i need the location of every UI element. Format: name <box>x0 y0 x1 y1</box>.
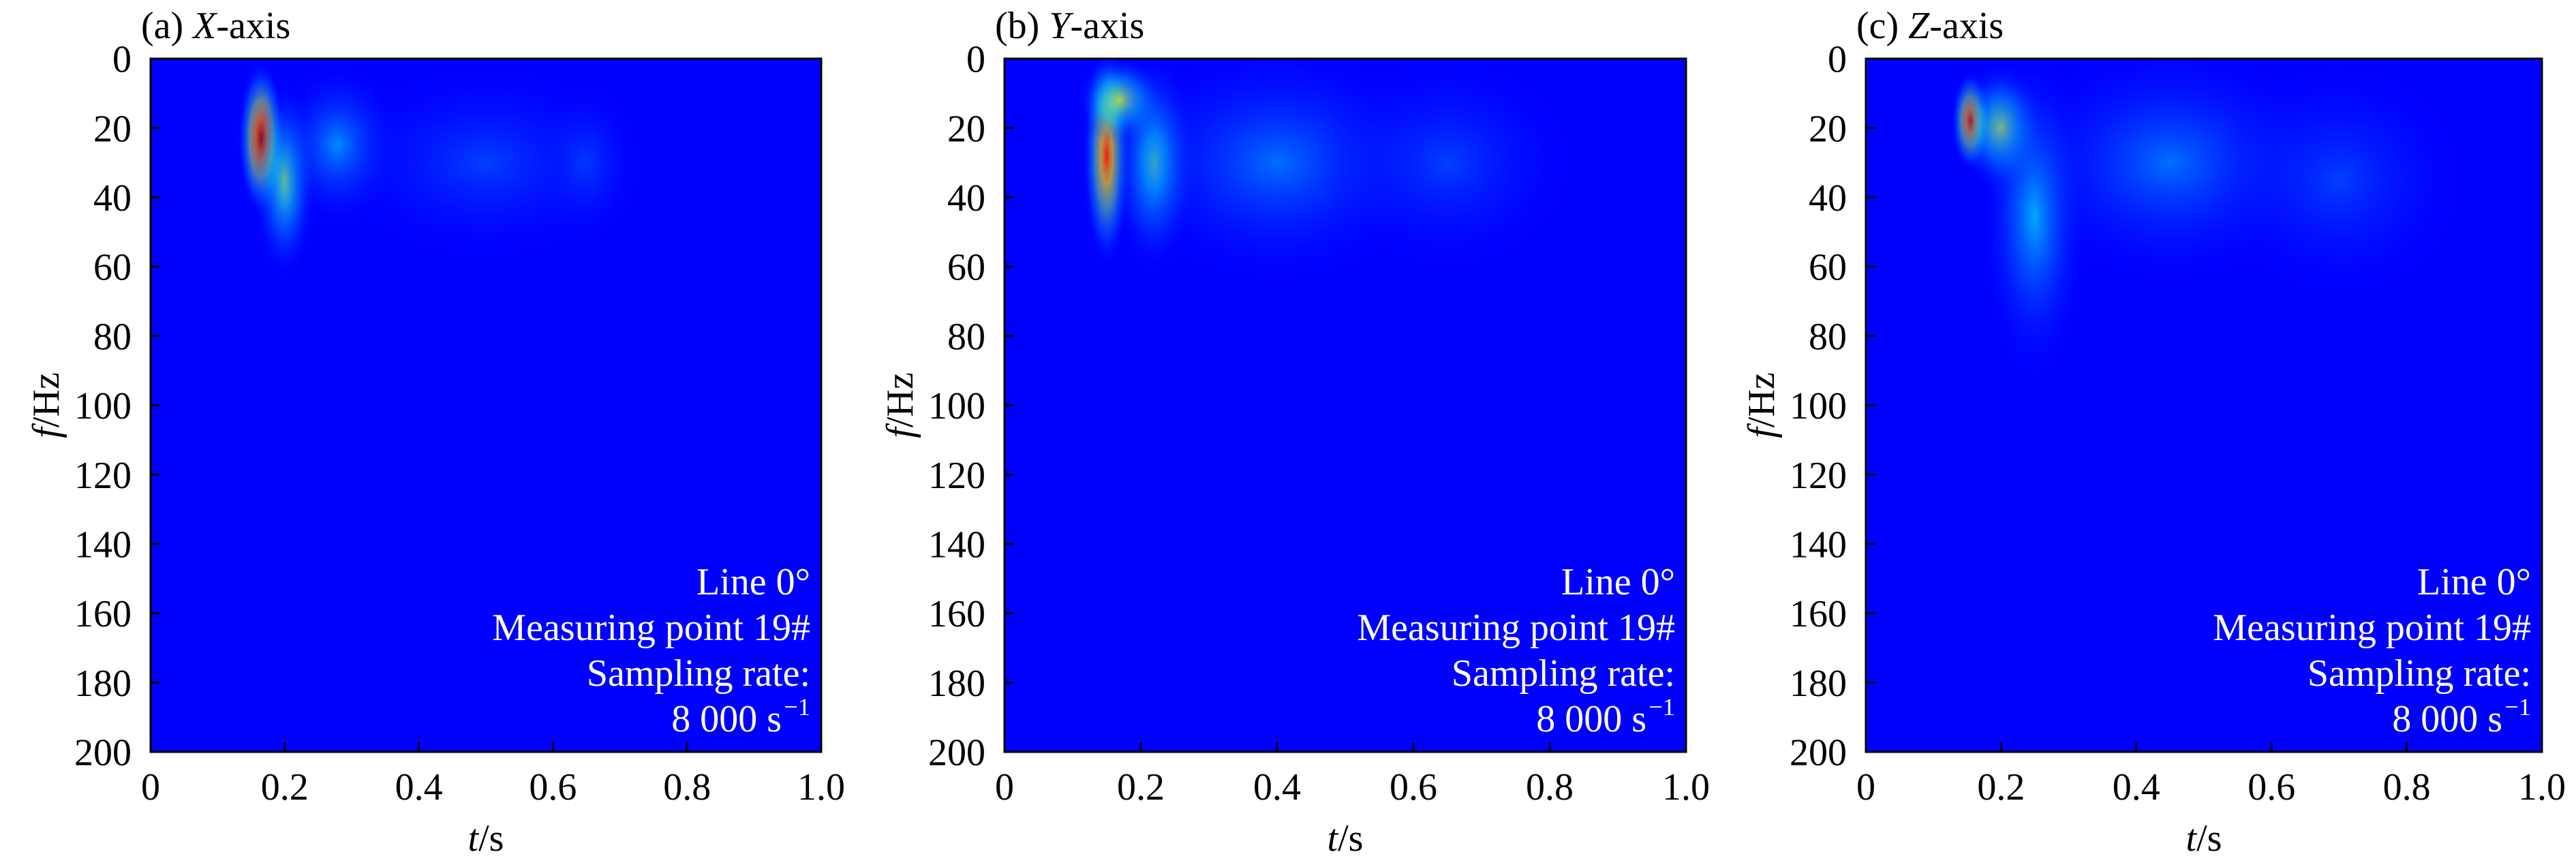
y-tick-label: 80 <box>947 316 985 358</box>
y-tick-label: 120 <box>74 455 132 497</box>
y-tick-label: 180 <box>1790 663 1847 705</box>
y-tick-label: 160 <box>74 593 132 635</box>
heatmap-energy <box>1077 59 1578 285</box>
y-axis-label: f/Hz <box>1741 372 1783 438</box>
y-tick-label: 140 <box>74 524 132 566</box>
y-axis-label: f/Hz <box>879 372 921 438</box>
x-tick-label: 0.8 <box>1526 766 1574 808</box>
y-tick-label: 200 <box>1790 732 1847 774</box>
y-tick-label: 40 <box>947 177 985 219</box>
annotation-superscript: −1 <box>784 693 810 721</box>
y-tick-label: 0 <box>966 39 985 81</box>
annotation-line: Sampling rate: <box>1452 652 1675 695</box>
x-tick-label: 0.8 <box>2383 766 2431 808</box>
x-tick-label: 0.6 <box>529 766 577 808</box>
x-axis-label: t/s <box>1328 817 1364 860</box>
annotation-line: Line 0° <box>2417 561 2531 603</box>
annotation-line: Measuring point 19# <box>2213 607 2531 649</box>
y-tick-label: 140 <box>1790 524 1847 566</box>
x-tick-label: 0.2 <box>1977 766 2025 808</box>
x-axis-label: t/s <box>2186 817 2222 860</box>
y-tick-label: 200 <box>928 732 985 774</box>
x-tick-label: 0.6 <box>2248 766 2295 808</box>
annotation-line: 8 000 s <box>1536 698 1646 740</box>
heatmap-energy <box>1951 59 2469 381</box>
x-tick-label: 1.0 <box>1662 766 1710 808</box>
annotation-line: Measuring point 19# <box>492 607 810 649</box>
panel-title: (b) Y-axis <box>995 5 1144 47</box>
y-tick-label: 20 <box>947 108 985 150</box>
x-tick-label: 0 <box>141 766 160 808</box>
y-tick-label: 40 <box>93 177 132 219</box>
x-tick-label: 0.4 <box>2113 766 2160 808</box>
annotation-line: Measuring point 19# <box>1357 607 1675 649</box>
y-tick-label: 20 <box>1809 108 1847 150</box>
panel-title: (a) X-axis <box>141 5 290 47</box>
heatmap-energy <box>237 61 647 280</box>
y-tick-label: 100 <box>1790 385 1847 427</box>
y-tick-label: 40 <box>1809 177 1847 219</box>
x-tick-label: 1.0 <box>2518 766 2566 808</box>
panel-title: (c) Z-axis <box>1856 5 2004 47</box>
annotation-line: Sampling rate: <box>2307 652 2531 695</box>
y-tick-label: 80 <box>93 316 132 358</box>
y-tick-label: 140 <box>928 524 985 566</box>
y-tick-label: 120 <box>928 455 985 497</box>
annotation-line: 8 000 s <box>2392 698 2502 740</box>
y-tick-label: 60 <box>947 247 985 289</box>
annotation-line: 8 000 s <box>671 698 782 740</box>
annotation-line: Line 0° <box>696 561 810 603</box>
y-tick-label: 160 <box>928 593 985 635</box>
energy-blob <box>2209 59 2469 302</box>
x-tick-label: 0.8 <box>663 766 711 808</box>
x-tick-label: 0.6 <box>1390 766 1437 808</box>
annotation-line: Sampling rate: <box>587 652 810 695</box>
y-tick-label: 60 <box>1809 247 1847 289</box>
x-tick-label: 0.4 <box>395 766 443 808</box>
x-tick-label: 1.0 <box>797 766 845 808</box>
y-tick-label: 0 <box>1828 39 1847 81</box>
y-tick-label: 120 <box>1790 455 1847 497</box>
y-axis-label: f/Hz <box>25 372 67 438</box>
x-tick-label: 0 <box>1856 766 1875 808</box>
y-tick-label: 80 <box>1809 316 1847 358</box>
energy-blob <box>532 79 641 246</box>
annotation-superscript: −1 <box>1649 693 1675 721</box>
y-tick-label: 180 <box>74 663 132 705</box>
y-tick-label: 200 <box>74 732 132 774</box>
annotation-line: Line 0° <box>1561 561 1675 603</box>
y-tick-label: 20 <box>93 108 132 150</box>
y-tick-label: 100 <box>928 385 985 427</box>
x-axis-label: t/s <box>468 817 504 860</box>
x-tick-label: 0.2 <box>1117 766 1165 808</box>
y-tick-label: 100 <box>74 385 132 427</box>
y-tick-label: 180 <box>928 663 985 705</box>
annotation-superscript: −1 <box>2504 693 2531 721</box>
energy-blob <box>1317 59 1578 274</box>
y-tick-label: 60 <box>93 247 132 289</box>
x-tick-label: 0.2 <box>261 766 309 808</box>
y-tick-label: 0 <box>112 39 132 81</box>
y-tick-label: 160 <box>1790 593 1847 635</box>
x-tick-label: 0 <box>995 766 1014 808</box>
x-tick-label: 0.4 <box>1253 766 1301 808</box>
